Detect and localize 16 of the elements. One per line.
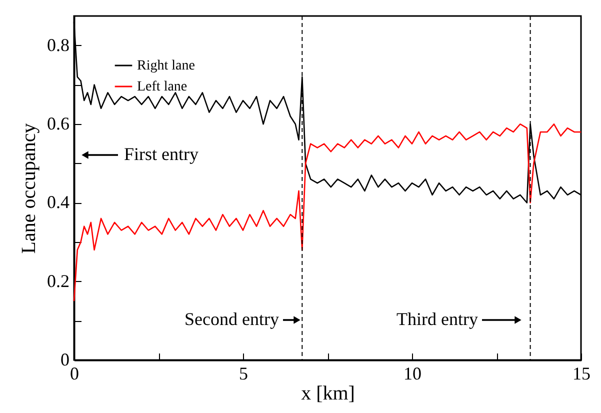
y-tick-label: 0.2	[47, 270, 70, 291]
y-tick-label: 0.4	[47, 192, 70, 212]
line-series	[73, 123, 582, 302]
annotation: First entry	[124, 144, 198, 164]
y-tick-label: 0.8	[47, 34, 70, 55]
legend-label: Left lane	[137, 80, 188, 94]
y-tick-label: 0	[60, 350, 70, 370]
annotation: Second entry	[184, 309, 279, 329]
y-axis-title: Lane occupancy	[18, 123, 40, 254]
x-tick-label: 10	[404, 364, 422, 384]
legend-label: Right lane	[137, 58, 195, 74]
x-tick-label: 15	[572, 364, 590, 384]
y-tick-label: 0.6	[47, 114, 70, 134]
x-tick-label: 5	[239, 364, 248, 384]
annotation: Third entry	[396, 309, 478, 329]
x-axis-title: x [km]	[301, 382, 355, 404]
